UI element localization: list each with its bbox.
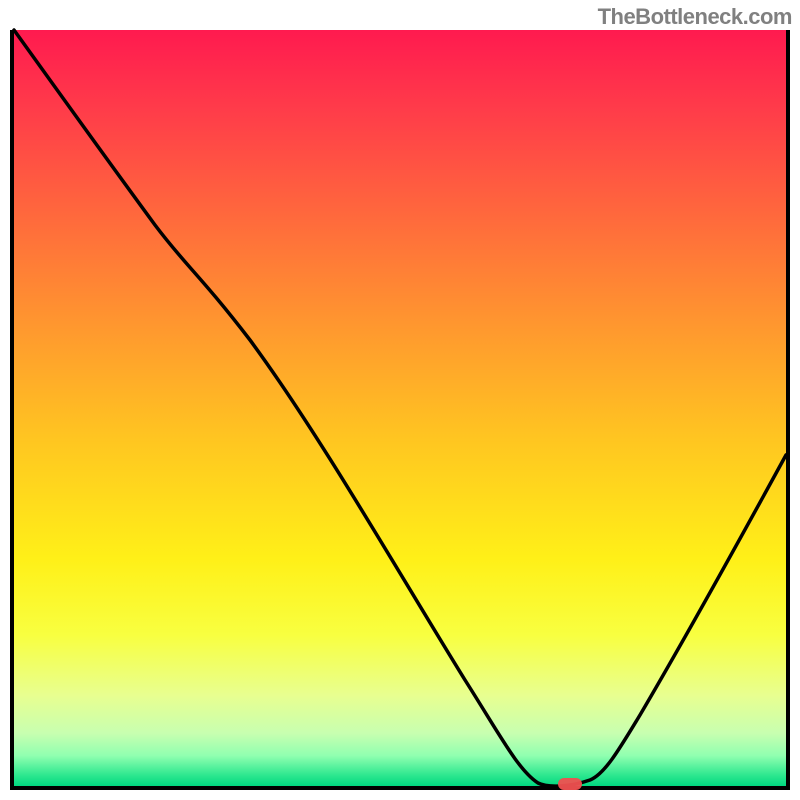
axis-border-bottom <box>10 786 790 790</box>
plot-area <box>0 0 800 800</box>
optimal-point-marker <box>558 778 582 790</box>
chart-container: TheBottleneck.com <box>0 0 800 800</box>
axis-border-left <box>10 30 14 790</box>
background-gradient <box>14 30 786 786</box>
axis-border-right <box>786 30 790 790</box>
